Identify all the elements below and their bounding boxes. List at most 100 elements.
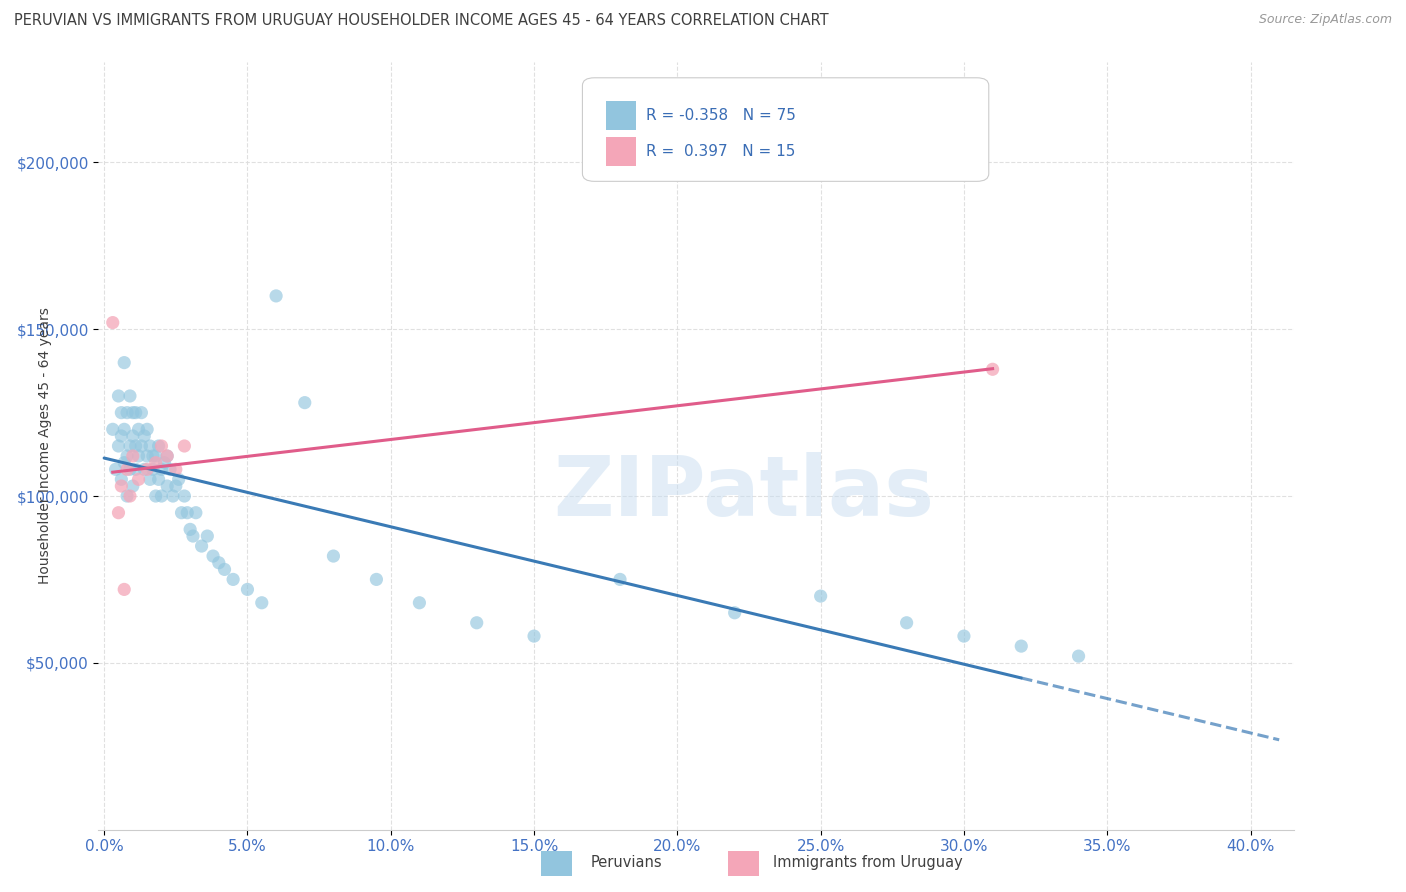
Point [156, 449, 179, 463]
Point [101, 316, 124, 330]
Point [121, 429, 143, 443]
Point [195, 529, 218, 543]
Point [953, 629, 976, 643]
Point [981, 362, 1004, 376]
Bar [606, 136, 637, 166]
Point [124, 439, 146, 453]
Point [107, 389, 129, 403]
Point [128, 422, 150, 436]
Bar [541, 851, 572, 876]
Point [112, 456, 135, 470]
Point [110, 429, 132, 443]
Point [118, 462, 141, 476]
Point [181, 529, 204, 543]
Text: Householder Income Ages 45 - 64 years: Householder Income Ages 45 - 64 years [38, 308, 52, 584]
Point [107, 506, 129, 520]
Point [134, 462, 156, 476]
Point [150, 439, 173, 453]
Point [107, 439, 129, 453]
Text: PERUVIAN VS IMMIGRANTS FROM URUGUAY HOUSEHOLDER INCOME AGES 45 - 64 YEARS CORREL: PERUVIAN VS IMMIGRANTS FROM URUGUAY HOUS… [14, 13, 828, 29]
Point [153, 456, 176, 470]
Point [170, 506, 193, 520]
Point [156, 449, 179, 463]
Point [142, 449, 165, 463]
Text: R =  0.397   N = 15: R = 0.397 N = 15 [645, 144, 796, 159]
Point [179, 522, 201, 536]
Text: Peruvians: Peruvians [591, 855, 662, 870]
Point [121, 449, 143, 463]
Point [101, 422, 124, 436]
FancyBboxPatch shape [582, 78, 988, 181]
Point [131, 406, 153, 420]
Point [214, 562, 236, 576]
Point [523, 629, 546, 643]
Point [124, 462, 146, 476]
Point [115, 449, 138, 463]
Point [896, 615, 918, 630]
Point [150, 462, 173, 476]
Point [115, 489, 138, 503]
Point [202, 549, 225, 563]
Point [112, 582, 135, 597]
Point [115, 406, 138, 420]
Point [294, 395, 316, 409]
Point [167, 472, 190, 486]
Point [145, 456, 167, 470]
Point [136, 449, 159, 463]
Point [121, 406, 143, 420]
Point [136, 422, 159, 436]
Point [1010, 639, 1032, 653]
Point [609, 573, 631, 587]
Point [322, 549, 344, 563]
Point [139, 439, 162, 453]
Point [810, 589, 832, 603]
Text: ZIPatlas: ZIPatlas [554, 451, 934, 533]
Point [134, 429, 156, 443]
Point [156, 479, 179, 493]
Point [128, 472, 150, 486]
Point [366, 573, 388, 587]
Point [128, 449, 150, 463]
Point [112, 422, 135, 436]
Point [104, 462, 127, 476]
Point [136, 462, 159, 476]
Point [110, 472, 132, 486]
Point [148, 472, 170, 486]
Point [145, 449, 167, 463]
Point [176, 506, 198, 520]
Point [112, 356, 135, 370]
Point [190, 539, 212, 553]
Point [165, 479, 187, 493]
Point [118, 489, 141, 503]
Point [159, 462, 181, 476]
Point [465, 615, 488, 630]
Point [121, 479, 143, 493]
Point [408, 596, 430, 610]
Point [118, 439, 141, 453]
Point [148, 439, 170, 453]
Point [115, 462, 138, 476]
Bar [606, 101, 637, 130]
Point [184, 506, 207, 520]
Point [142, 462, 165, 476]
Text: Source: ZipAtlas.com: Source: ZipAtlas.com [1258, 13, 1392, 27]
Point [208, 556, 231, 570]
Point [165, 462, 187, 476]
Point [264, 289, 287, 303]
Bar [728, 851, 759, 876]
Point [162, 489, 184, 503]
Point [173, 439, 195, 453]
Point [118, 389, 141, 403]
Point [139, 472, 162, 486]
Point [110, 406, 132, 420]
Point [173, 489, 195, 503]
Point [110, 479, 132, 493]
Point [124, 406, 146, 420]
Text: Immigrants from Uruguay: Immigrants from Uruguay [773, 855, 963, 870]
Point [236, 582, 259, 597]
Point [145, 489, 167, 503]
Point [250, 596, 273, 610]
Point [1067, 649, 1090, 664]
Point [150, 489, 173, 503]
Point [222, 573, 245, 587]
